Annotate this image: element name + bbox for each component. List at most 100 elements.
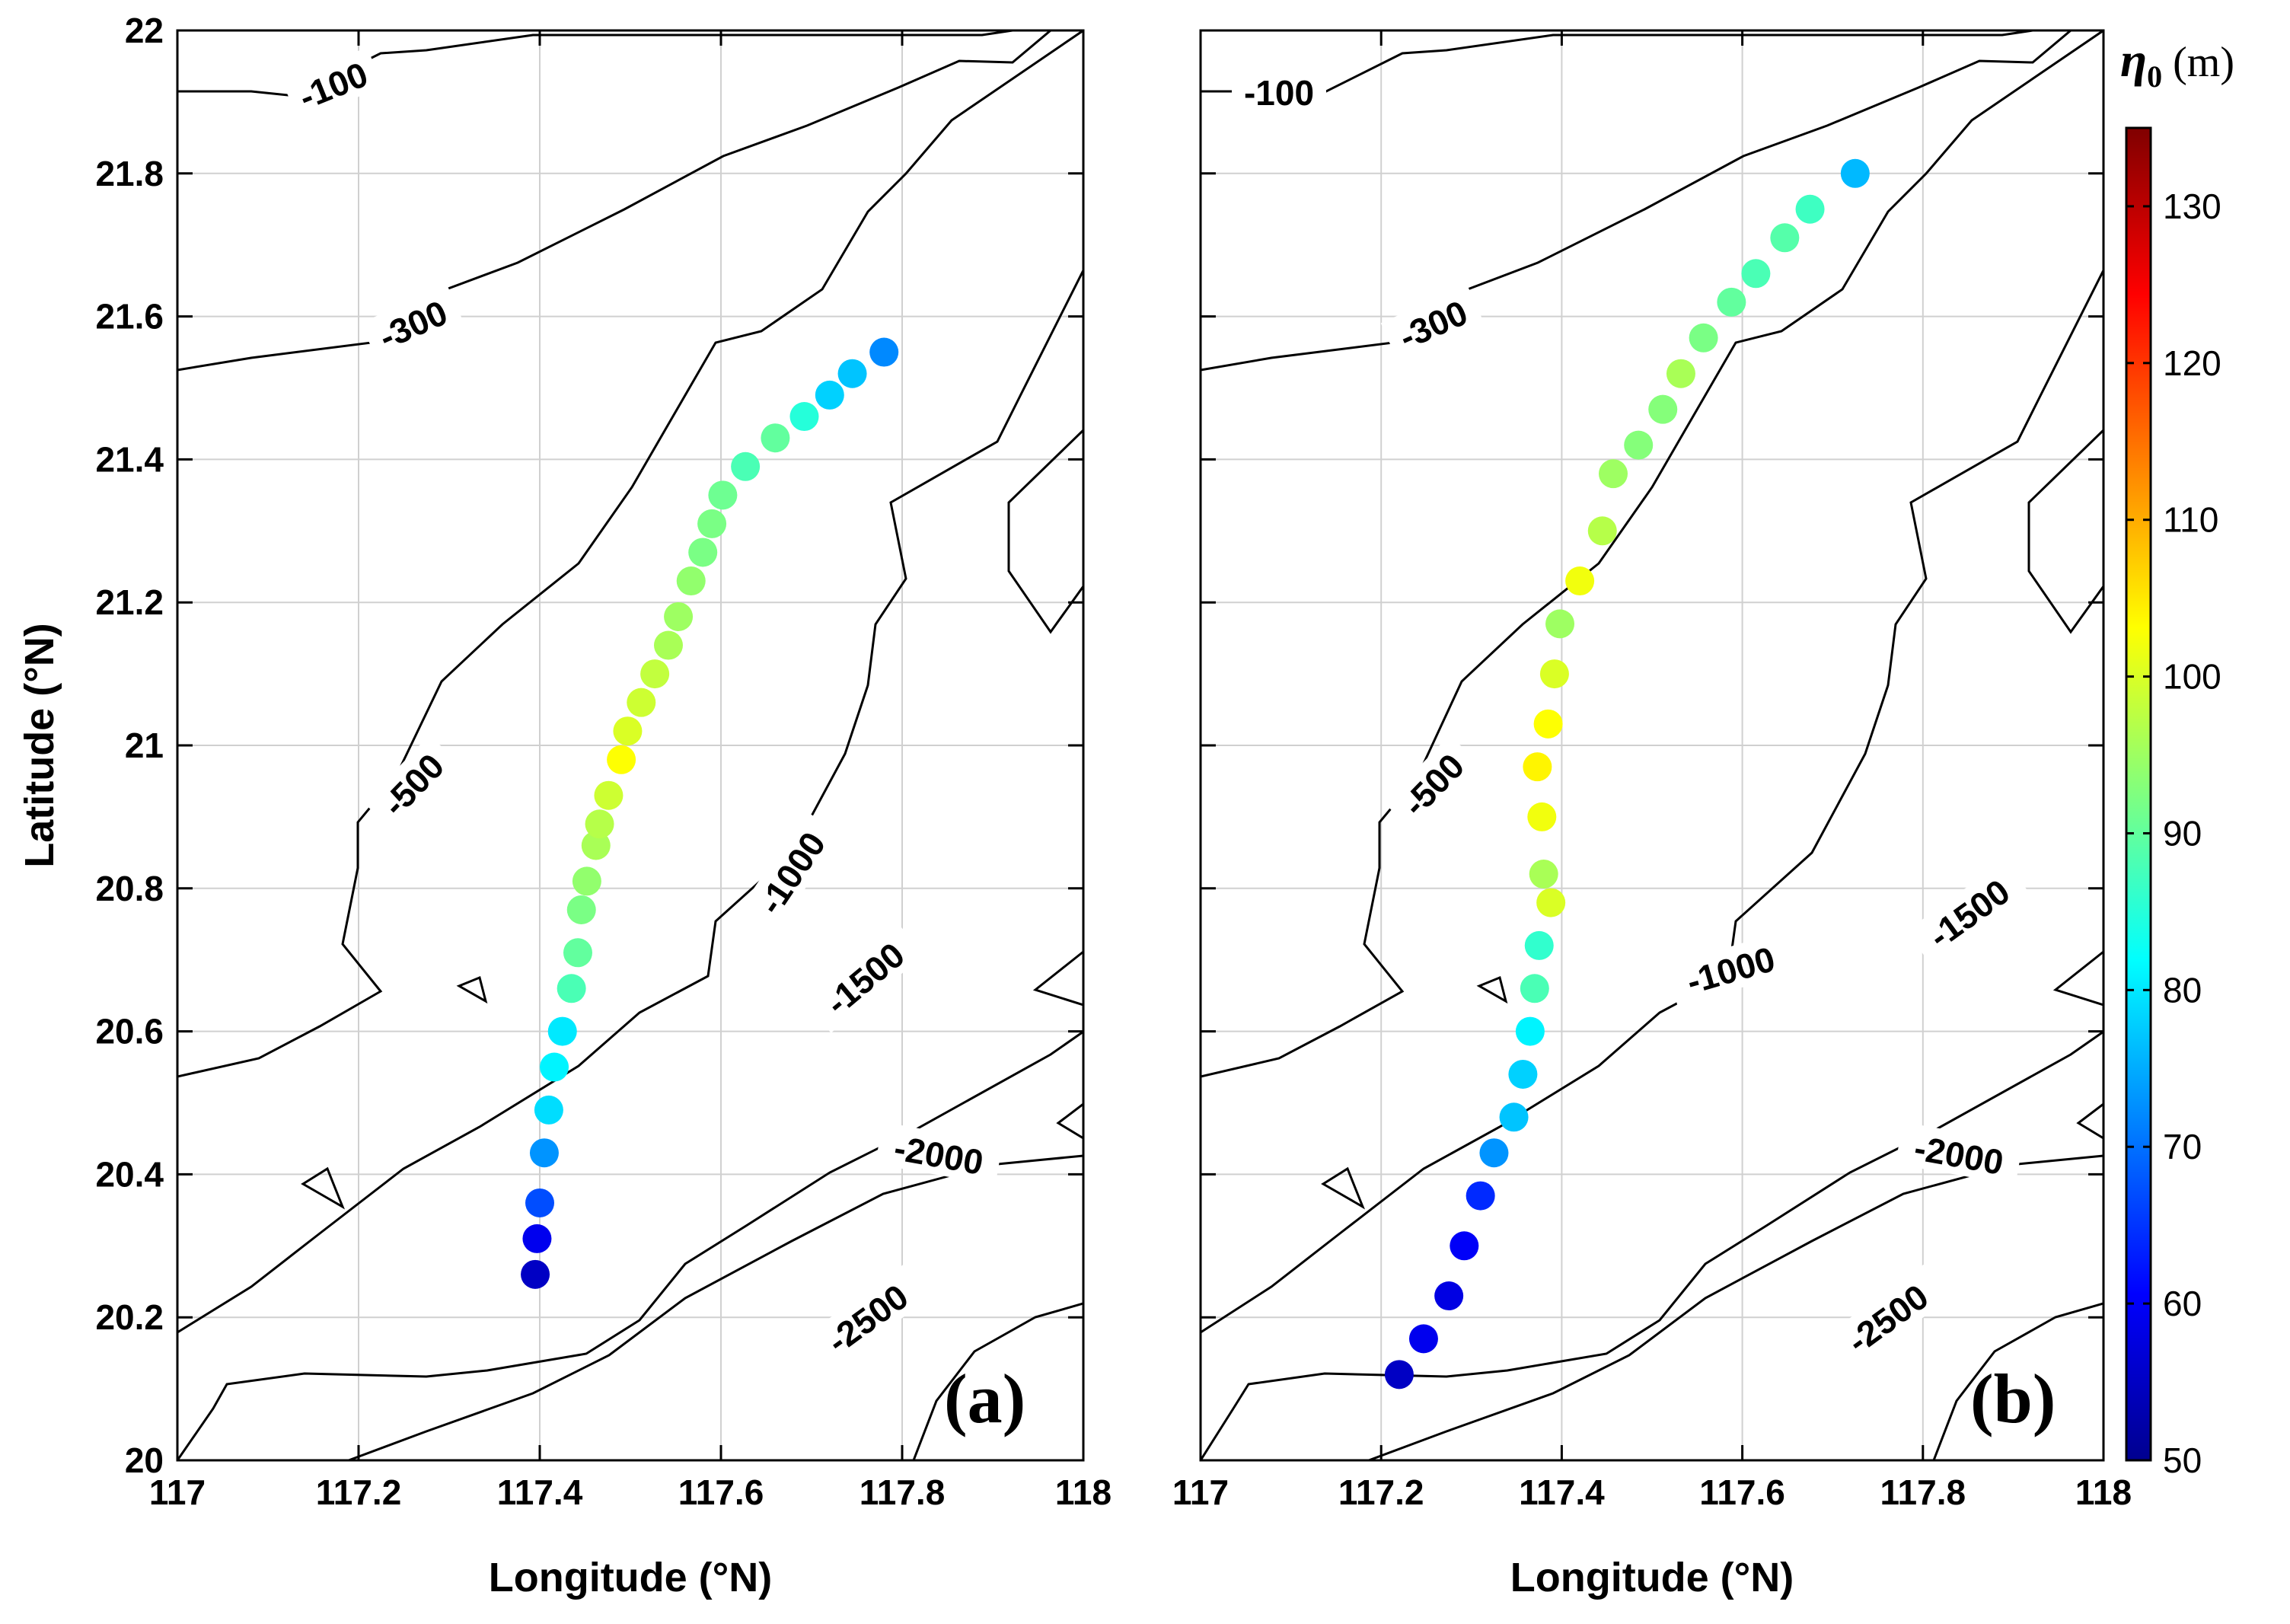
scatter-point [557, 974, 586, 1003]
colorbar-ticks: 50 60 70 80 90 100 110 120 130 [2126, 187, 2221, 1480]
scatter-point [1717, 287, 1746, 317]
panel-b: -100 -300 -500 -1000 -1500 -2000 -2500 1… [1172, 29, 2132, 1600]
x-axis-label-a: Longitude (°N) [489, 1555, 773, 1600]
axis-ticks-a: 117 117.2 117.4 117.6 117.8 118 20 20.2 20.4 20.6… [95, 11, 1112, 1512]
scatter-point [534, 1095, 563, 1125]
scatter-point [1499, 1102, 1529, 1132]
x-tick-label: 117 [1172, 1472, 1229, 1512]
scatter-point [815, 380, 844, 410]
scatter-point [789, 402, 819, 432]
scatter-point [1466, 1181, 1495, 1211]
y-tick-label: 20.4 [95, 1154, 164, 1194]
scatter-point [664, 601, 694, 631]
y-tick-label: 20.2 [95, 1297, 164, 1337]
y-tick-label: 21.6 [95, 297, 164, 337]
colorbar-tick-label: 50 [2163, 1441, 2202, 1480]
x-tick-label: 117.6 [678, 1472, 764, 1512]
scatter-point [1539, 659, 1569, 689]
colorbar-tick-label: 80 [2163, 970, 2202, 1010]
x-tick-label: 117.8 [1880, 1472, 1966, 1512]
scatter-point [761, 423, 790, 453]
scatter-point [1587, 516, 1617, 546]
scatter-point [1527, 802, 1557, 831]
scatter-point [1624, 430, 1654, 460]
panel-label-b: (b) [1970, 1360, 2056, 1437]
scatter-point [521, 1259, 550, 1289]
scatter-point [1565, 566, 1595, 596]
colorbar: η0 (m) 50 60 70 80 90 100 110 120 130 [2120, 33, 2234, 1480]
contour-label-100: -100 [293, 54, 373, 117]
scatter-point [607, 745, 636, 774]
y-tick-label: 21.4 [95, 439, 164, 479]
scatter-point [1450, 1231, 1479, 1261]
colorbar-title: η0 (m) [2120, 33, 2234, 94]
scatter-point [1520, 974, 1549, 1003]
scatter-point [1648, 394, 1678, 424]
colorbar-tick-label: 60 [2163, 1284, 2202, 1323]
scatter-point [613, 716, 643, 746]
contour-label-2500: -2500 [820, 1277, 916, 1361]
scatter-point [1524, 930, 1554, 960]
colorbar-title-subscript: 0 [2147, 59, 2162, 94]
scatter-point [529, 1138, 559, 1168]
x-tick-label: 117.2 [316, 1472, 402, 1512]
scatter-point [1741, 259, 1771, 289]
colorbar-title-symbol: η [2120, 33, 2147, 87]
x-tick-label: 117.4 [497, 1472, 583, 1512]
scatter-point [1408, 1324, 1438, 1354]
scatter-point [1479, 1138, 1509, 1168]
scatter-point [676, 566, 706, 596]
scatter-point [1384, 1360, 1414, 1389]
grid-b [1201, 30, 2103, 1460]
scatter-point [869, 337, 899, 367]
x-tick-label: 118 [2075, 1472, 2132, 1512]
y-axis-label: Latitude (°N) [17, 623, 62, 868]
x-tick-label: 118 [1055, 1472, 1112, 1512]
colorbar-tick-label: 120 [2163, 343, 2221, 383]
scatter-point [1529, 860, 1558, 889]
scatter-point [1515, 1016, 1545, 1046]
scatter-points-a [521, 337, 899, 1289]
scatter-point [585, 809, 614, 839]
scatter-point [708, 480, 738, 510]
panel-a: -100 -300 -500 -1000 -1500 -2000 -2500 1… [17, 11, 1112, 1600]
scatter-point [1840, 158, 1870, 188]
y-tick-label: 21.2 [95, 582, 164, 622]
scatter-point [525, 1188, 554, 1217]
x-tick-label: 117.8 [860, 1472, 946, 1512]
y-tick-label: 20 [125, 1441, 164, 1480]
scatter-point [1666, 359, 1695, 388]
scatter-point [594, 780, 624, 810]
colorbar-title-unit: (m) [2173, 39, 2234, 86]
scatter-point [1533, 709, 1563, 739]
scatter-point [566, 895, 596, 924]
scatter-point [731, 451, 761, 481]
scatter-point [640, 659, 670, 689]
scatter-point [547, 1016, 577, 1046]
scatter-point [540, 1052, 569, 1082]
y-tick-label: 21 [125, 726, 164, 765]
x-tick-label: 117 [149, 1472, 206, 1512]
scatter-point [572, 866, 601, 896]
scatter-point [563, 938, 592, 968]
grid-a [177, 30, 1083, 1460]
scatter-point [1536, 888, 1566, 917]
scatter-point [1770, 223, 1800, 253]
contour-label-100: -100 [1244, 73, 1314, 113]
y-tick-label: 22 [125, 11, 164, 50]
scatter-point [627, 688, 656, 717]
y-tick-label: 20.8 [95, 869, 164, 908]
colorbar-tick-label: 110 [2163, 500, 2218, 540]
scatter-point [697, 509, 727, 538]
axis-ticks-b: 117 117.2 117.4 117.6 117.8 118 [1172, 29, 2132, 1512]
scatter-point [1795, 194, 1825, 224]
x-tick-label: 117.4 [1519, 1472, 1605, 1512]
colorbar-tick-label: 90 [2163, 813, 2202, 853]
contour-label-1500: -1500 [1922, 872, 2017, 956]
scatter-point [653, 630, 683, 660]
colorbar-tick-label: 130 [2163, 187, 2221, 226]
colorbar-gradient [2125, 126, 2152, 1462]
scatter-point [581, 831, 611, 860]
scatter-points-b [1384, 158, 1870, 1389]
